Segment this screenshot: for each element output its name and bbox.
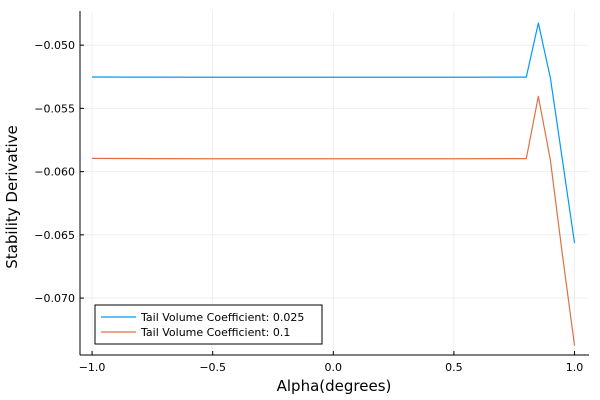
x-tick-label: −1.0 [79, 361, 106, 374]
series-line-1 [92, 22, 576, 244]
x-tick-label: 0.0 [325, 361, 343, 374]
series-lines [92, 22, 576, 346]
grid-lines [80, 11, 589, 355]
legend-box [94, 304, 323, 345]
y-tick-label: −0.070 [34, 292, 75, 305]
legend-label-series-1: Tail Volume Coefficient: 0.025 [140, 311, 304, 324]
x-tick-label: 0.5 [445, 361, 463, 374]
legend-label-series-2: Tail Volume Coefficient: 0.1 [140, 326, 290, 339]
y-tick-label: −0.055 [34, 102, 75, 115]
x-tick-label: −0.5 [199, 361, 226, 374]
legend: Tail Volume Coefficient: 0.025 Tail Volu… [94, 304, 323, 345]
tick-labels: −1.0 −0.5 0.0 0.5 1.0 −0.050 −0.055 −0.060 −0.06… [34, 39, 583, 374]
y-tick-label: −0.050 [34, 39, 75, 52]
y-tick-label: −0.060 [34, 166, 75, 179]
y-axis-title: Stability Derivative [3, 125, 21, 268]
x-tick-label: 1.0 [566, 361, 584, 374]
series-line-2 [92, 95, 576, 346]
y-tick-label: −0.065 [34, 229, 75, 242]
x-axis-title: Alpha(degrees) [277, 377, 392, 395]
